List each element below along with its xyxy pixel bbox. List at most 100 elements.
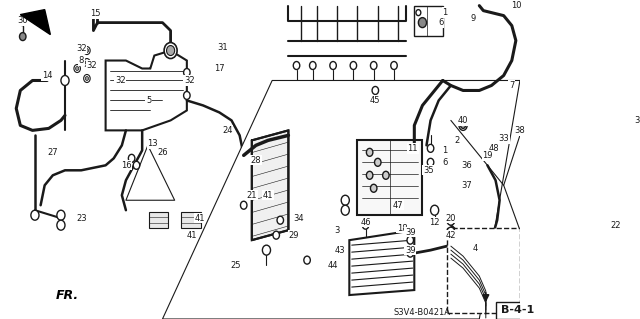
Text: 8: 8 — [79, 56, 84, 65]
Circle shape — [262, 245, 271, 255]
Circle shape — [85, 48, 88, 53]
Circle shape — [461, 122, 465, 128]
Text: 43: 43 — [334, 246, 345, 255]
Circle shape — [407, 249, 413, 257]
Circle shape — [19, 16, 27, 26]
Circle shape — [341, 195, 349, 205]
Circle shape — [304, 256, 310, 264]
Text: 9: 9 — [470, 14, 476, 23]
Polygon shape — [252, 130, 289, 240]
Circle shape — [57, 210, 65, 220]
Text: 5: 5 — [146, 96, 151, 105]
Text: 28: 28 — [251, 156, 261, 165]
Circle shape — [184, 92, 190, 100]
Polygon shape — [106, 50, 187, 130]
Text: 35: 35 — [423, 166, 433, 175]
Text: 46: 46 — [360, 218, 371, 227]
Circle shape — [416, 10, 421, 16]
Circle shape — [459, 120, 467, 130]
Text: 37: 37 — [461, 181, 472, 190]
Circle shape — [133, 161, 140, 169]
Polygon shape — [20, 10, 51, 34]
Polygon shape — [163, 80, 520, 319]
Text: 29: 29 — [289, 231, 300, 240]
Text: 4: 4 — [472, 244, 478, 253]
Text: 38: 38 — [515, 126, 525, 135]
Text: 32: 32 — [115, 76, 125, 85]
Circle shape — [74, 64, 81, 72]
Circle shape — [84, 47, 90, 55]
Circle shape — [293, 62, 300, 70]
Bar — [414, 6, 443, 36]
Text: 42: 42 — [445, 231, 456, 240]
Text: 1: 1 — [443, 146, 448, 155]
Circle shape — [428, 145, 434, 152]
Text: 19: 19 — [482, 151, 493, 160]
Bar — [181, 212, 201, 228]
Text: 6: 6 — [438, 18, 444, 27]
Text: 7: 7 — [509, 81, 515, 90]
Bar — [234, 192, 253, 208]
Circle shape — [84, 58, 90, 67]
Circle shape — [273, 231, 280, 239]
Text: 13: 13 — [147, 139, 158, 148]
Circle shape — [341, 205, 349, 215]
Text: 32: 32 — [184, 76, 195, 85]
Text: 2: 2 — [455, 136, 460, 145]
Text: 36: 36 — [461, 161, 472, 170]
Text: 30: 30 — [17, 16, 28, 25]
Circle shape — [372, 86, 379, 94]
Text: 10: 10 — [511, 1, 522, 10]
Bar — [358, 140, 422, 215]
Text: 22: 22 — [611, 221, 621, 230]
Circle shape — [76, 67, 79, 70]
Text: 17: 17 — [214, 64, 225, 73]
Circle shape — [184, 69, 190, 77]
Text: 44: 44 — [328, 261, 339, 270]
Circle shape — [241, 201, 247, 209]
Text: 41: 41 — [195, 214, 205, 223]
Circle shape — [374, 158, 381, 166]
Text: 3: 3 — [335, 226, 340, 235]
Text: 32: 32 — [76, 44, 86, 53]
Circle shape — [19, 33, 26, 41]
Circle shape — [428, 158, 434, 166]
Text: 16: 16 — [120, 161, 131, 170]
Circle shape — [447, 215, 455, 225]
Text: 21: 21 — [246, 191, 257, 200]
Circle shape — [366, 148, 373, 156]
Circle shape — [277, 216, 284, 224]
Circle shape — [166, 46, 175, 56]
Circle shape — [383, 171, 389, 179]
Circle shape — [371, 184, 377, 192]
Text: 1: 1 — [443, 8, 448, 17]
Text: 47: 47 — [393, 201, 403, 210]
Bar — [447, 228, 520, 313]
Text: 14: 14 — [42, 71, 52, 80]
Text: 11: 11 — [408, 144, 418, 153]
Circle shape — [350, 62, 356, 70]
Text: 39: 39 — [405, 228, 415, 237]
Bar — [148, 212, 168, 228]
Text: 48: 48 — [488, 144, 499, 153]
Text: 26: 26 — [157, 148, 168, 157]
Text: 27: 27 — [47, 148, 58, 157]
Text: 15: 15 — [90, 9, 100, 18]
Text: B-4-1: B-4-1 — [501, 305, 534, 315]
Circle shape — [366, 171, 373, 179]
Text: 18: 18 — [397, 224, 408, 233]
Text: 12: 12 — [429, 218, 440, 227]
Circle shape — [431, 205, 438, 215]
Text: 24: 24 — [222, 126, 233, 135]
Text: 45: 45 — [370, 96, 381, 105]
Text: 25: 25 — [230, 261, 241, 270]
Bar — [495, 302, 540, 319]
Text: 40: 40 — [458, 116, 468, 125]
Text: 33: 33 — [499, 134, 509, 143]
Text: FR.: FR. — [55, 289, 78, 301]
Circle shape — [85, 77, 88, 80]
Text: 34: 34 — [294, 214, 304, 223]
Text: 32: 32 — [86, 61, 97, 70]
Polygon shape — [349, 230, 414, 295]
Circle shape — [371, 62, 377, 70]
